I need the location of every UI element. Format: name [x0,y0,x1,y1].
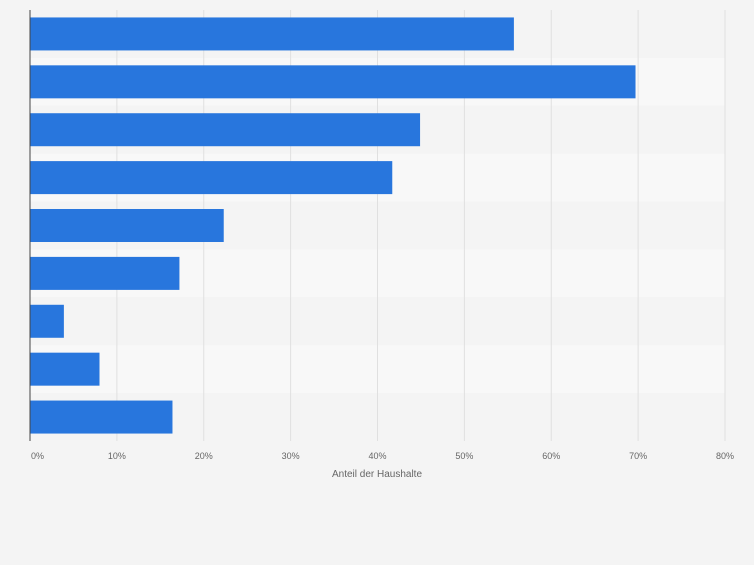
bar[interactable] [30,256,180,290]
bar[interactable] [30,352,100,386]
x-tick-label: 40% [368,451,386,461]
x-tick-label: 70% [629,451,647,461]
bar[interactable] [30,65,636,99]
x-tick-label: 10% [108,451,126,461]
x-tick-label: 50% [455,451,473,461]
bar[interactable] [30,400,173,434]
bar[interactable] [30,17,514,51]
bar[interactable] [30,304,64,338]
x-tick-label: 20% [195,451,213,461]
x-tick-label: 30% [282,451,300,461]
bar[interactable] [30,209,224,242]
bars [30,17,636,434]
x-axis-ticks: 0% 10% 20% 30% 40% 50% 60% 70% 80% [31,451,734,461]
bar[interactable] [30,113,421,147]
x-tick-label: 60% [542,451,560,461]
x-axis-label: Anteil der Haushalte [332,469,422,480]
bar[interactable] [30,161,393,195]
x-tick-label: 0% [31,451,44,461]
x-tick-label: 80% [716,451,734,461]
